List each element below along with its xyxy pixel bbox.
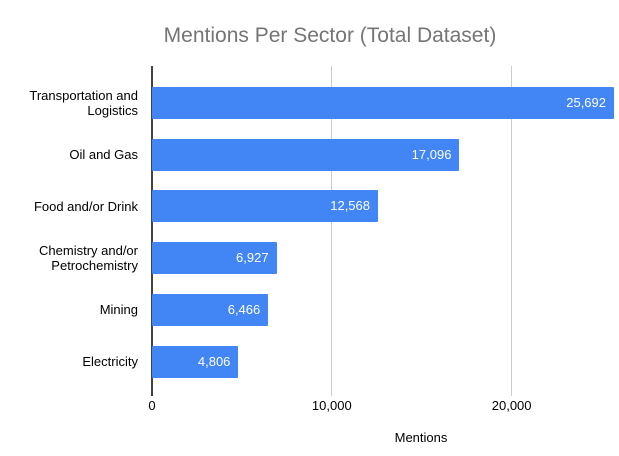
category-label: Food and/or Drink (33, 198, 138, 214)
chart-title: Mentions Per Sector (Total Dataset) (163, 24, 497, 47)
plot-area: 25,692 17,096 12,568 6,927 6,466 4,806 (151, 66, 614, 396)
bar: 17,096 (152, 138, 460, 171)
category-label: Mining (99, 302, 138, 318)
category-label: Electricity (82, 354, 138, 369)
gridline (331, 66, 333, 396)
value-axis: 0 10,000 20,000 (148, 398, 614, 414)
bar: 4,806 (152, 345, 239, 378)
bar: 12,568 (152, 190, 378, 223)
bar: 6,927 (152, 242, 277, 275)
category-axis: Transportation and Logistics Oil and Gas F… (0, 66, 145, 392)
category-label: Chemistry and/or Petrochemistry (39, 243, 138, 274)
x-tick-label: 10,000 (311, 398, 352, 413)
bar-value-label: 6,466 (227, 301, 261, 317)
bar: 25,692 (152, 87, 614, 119)
bar-value-label: 25,692 (566, 95, 606, 110)
bar-value-label: 4,806 (197, 353, 231, 369)
gridline (511, 66, 513, 396)
x-tick-label: 20,000 (491, 398, 532, 413)
bar-value-label: 17,096 (411, 146, 452, 162)
category-label: Transportation and Logistics (29, 88, 138, 118)
bar-value-label: 12,568 (330, 198, 370, 214)
bar: 6,466 (152, 293, 269, 326)
category-label: Oil and Gas (69, 147, 138, 163)
y-axis-line (151, 66, 153, 396)
x-tick-label: 0 (148, 398, 156, 413)
bar-value-label: 6,927 (236, 250, 269, 266)
x-axis-title: Mentions (394, 430, 448, 445)
